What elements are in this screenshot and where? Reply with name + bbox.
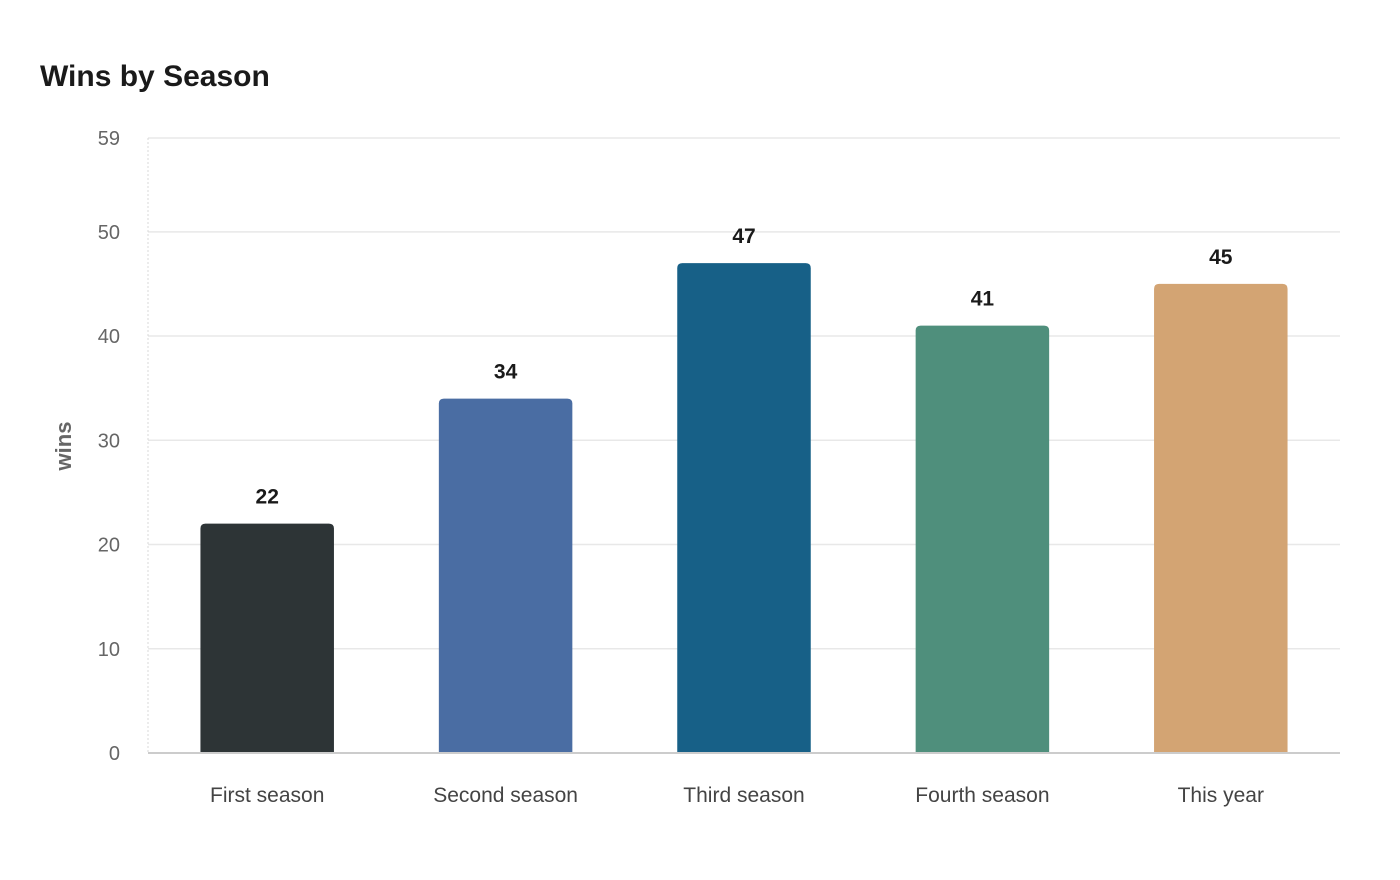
- axes: 0 10 20 30 40 50 59 First season Second season Th…: [98, 128, 1340, 807]
- bar: [677, 263, 811, 753]
- y-tick-label: 10: [98, 639, 120, 661]
- y-tick-label: 59: [98, 128, 120, 150]
- chart-title: Wins by Season: [40, 60, 270, 93]
- y-tick-label: 0: [109, 743, 120, 765]
- data-label: 41: [971, 288, 995, 311]
- data-label: 47: [732, 225, 755, 248]
- bar: [200, 523, 334, 753]
- x-tick-label: Third season: [683, 784, 804, 807]
- y-tick-label: 40: [98, 326, 120, 348]
- x-tick-label: First season: [210, 784, 324, 807]
- data-label: 34: [494, 361, 518, 384]
- x-tick-label: Fourth season: [915, 784, 1049, 807]
- x-tick-label: This year: [1178, 784, 1264, 807]
- x-tick-label: Second season: [433, 784, 578, 807]
- y-tick-label: 50: [98, 222, 120, 244]
- bar: [1154, 283, 1288, 753]
- bar: [438, 398, 573, 753]
- data-label: 45: [1209, 246, 1233, 269]
- y-tick-label: 30: [98, 430, 120, 452]
- bars: [200, 263, 1288, 753]
- bar: [915, 325, 1050, 753]
- y-tick-label: 20: [98, 535, 120, 557]
- data-label: 22: [256, 486, 279, 509]
- y-axis-label: wins: [51, 422, 76, 472]
- data-labels: 22 34 47 41 45: [256, 225, 1233, 509]
